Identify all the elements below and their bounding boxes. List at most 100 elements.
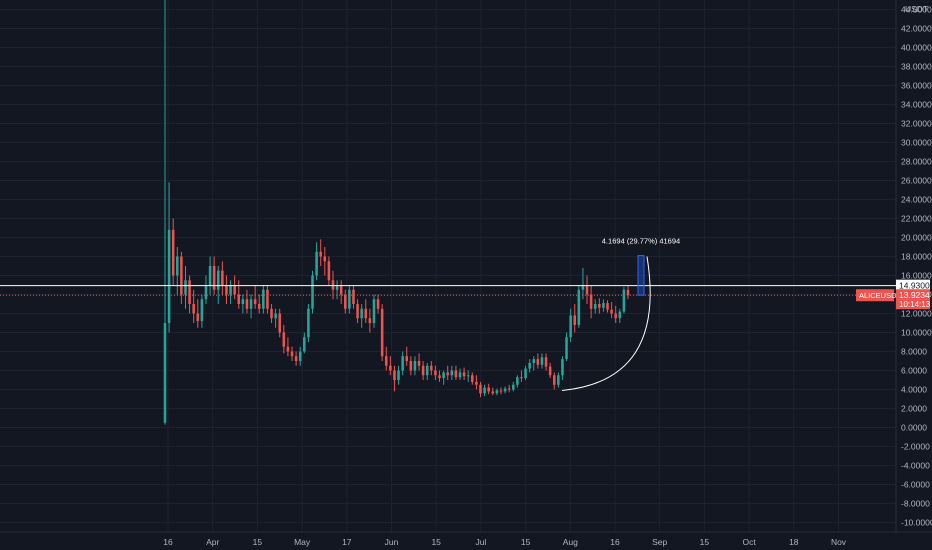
- level-price-tag: [896, 279, 930, 292]
- price-axis[interactable]: -10.0000 -8.0000 -6.0000 -4.0000 -2.0000 0.00…: [901, 5, 932, 528]
- price-tick-label: 34.0000: [901, 100, 932, 110]
- time-tick-label: 15: [253, 537, 263, 547]
- current-price-text: 13.9234: [899, 290, 930, 300]
- candle-body: [540, 357, 544, 365]
- measure-label: 4.1694 (29.77%) 41694: [602, 237, 680, 246]
- candle-body: [245, 299, 249, 309]
- candle-body: [262, 289, 265, 309]
- price-tick-label: 18.0000: [901, 252, 932, 262]
- candle-body: [319, 251, 322, 257]
- price-tick-label: 12.0000: [901, 309, 932, 319]
- price-tick-label: 2.0000: [901, 404, 927, 414]
- candle-body: [364, 308, 368, 319]
- price-tick-label: 44.0000: [901, 5, 932, 15]
- candle-body: [421, 365, 425, 376]
- candle-body: [454, 370, 458, 378]
- candle-body: [532, 359, 536, 363]
- time-tick-label: 16: [163, 537, 173, 547]
- candle-body: [323, 256, 327, 262]
- candle-body: [528, 362, 531, 369]
- candles: [163, 0, 630, 425]
- time-tick-label: Jul: [475, 537, 486, 547]
- candle-body: [274, 313, 277, 319]
- candle-body: [380, 308, 384, 357]
- candle-body: [512, 384, 515, 390]
- candle-body: [417, 361, 421, 366]
- candle-body: [208, 266, 212, 285]
- candle-body: [225, 285, 228, 295]
- candle-body: [491, 391, 495, 394]
- price-tick-label: -8.0000: [901, 499, 930, 509]
- price-tick-label: 20.0000: [901, 233, 932, 243]
- price-tick-label: -2.0000: [901, 442, 930, 452]
- candle-body: [163, 323, 167, 423]
- candle-body: [520, 377, 523, 379]
- candle-body: [507, 388, 511, 390]
- candle-body: [180, 256, 183, 295]
- candle-body: [479, 384, 482, 394]
- candle-body: [307, 308, 310, 338]
- price-tick-label: 36.0000: [901, 81, 932, 91]
- currency-label: USDT: [905, 4, 928, 14]
- candle-body: [384, 356, 388, 366]
- candle-body: [348, 289, 351, 309]
- candle-body: [614, 313, 617, 319]
- candle-body: [516, 377, 519, 385]
- current-price-tag: [896, 289, 930, 310]
- price-tick-label: 0.0000: [901, 423, 927, 433]
- candle-body: [237, 294, 241, 304]
- candle-body: [184, 280, 187, 295]
- candle-body: [524, 368, 527, 379]
- time-tick-label: Apr: [206, 537, 219, 547]
- time-tick-label: Jun: [385, 537, 399, 547]
- candle-body: [598, 304, 601, 308]
- price-tick-label: -6.0000: [901, 480, 930, 490]
- time-tick-label: 18: [789, 537, 799, 547]
- symbol-tag: [856, 289, 894, 302]
- time-axis[interactable]: 16 Apr 15 May 17 Jun 15 Jul 15 Aug 16 Sep 15 Oct 18 Nov: [163, 537, 847, 547]
- candle-body: [278, 313, 281, 333]
- time-tick-label: 16: [610, 537, 620, 547]
- candle-body: [360, 308, 363, 319]
- candle-body: [401, 356, 404, 371]
- candle-body: [241, 299, 245, 304]
- candle-body: [294, 356, 298, 361]
- candle-body: [171, 229, 175, 276]
- symbol-tag-text: ALICEUSDT: [859, 291, 902, 300]
- candle-body: [606, 303, 609, 310]
- candle-body: [536, 359, 540, 365]
- price-tick-label: 8.0000: [901, 347, 927, 357]
- time-tick-label: May: [294, 537, 311, 547]
- candle-body: [257, 304, 261, 309]
- candle-body: [499, 390, 503, 392]
- candle-body: [569, 315, 572, 338]
- candle-body: [450, 370, 454, 376]
- time-tick-label: 15: [521, 537, 531, 547]
- candle-body: [495, 390, 499, 394]
- candle-body: [204, 285, 208, 300]
- price-tick-label: 26.0000: [901, 176, 932, 186]
- price-tick-label: 24.0000: [901, 195, 932, 205]
- candle-body: [249, 299, 253, 309]
- price-tick-label: 22.0000: [901, 214, 932, 224]
- candle-body: [561, 359, 564, 376]
- candle-body: [610, 309, 613, 314]
- candle-body: [233, 285, 236, 295]
- time-tick-label: Oct: [742, 537, 756, 547]
- candle-body: [389, 365, 392, 371]
- price-tick-label: 30.0000: [901, 138, 932, 148]
- candle-body: [356, 304, 359, 319]
- candle-body: [229, 285, 232, 295]
- candle-body: [266, 289, 269, 309]
- candle-body: [339, 285, 343, 295]
- candle-body: [192, 304, 195, 314]
- candle-body: [216, 270, 220, 290]
- price-tick-label: 40.0000: [901, 43, 932, 53]
- candle-body: [544, 357, 548, 367]
- candle-body: [303, 337, 306, 352]
- candle-body: [200, 299, 204, 322]
- candle-body: [212, 266, 216, 290]
- grid-lines: [0, 0, 896, 532]
